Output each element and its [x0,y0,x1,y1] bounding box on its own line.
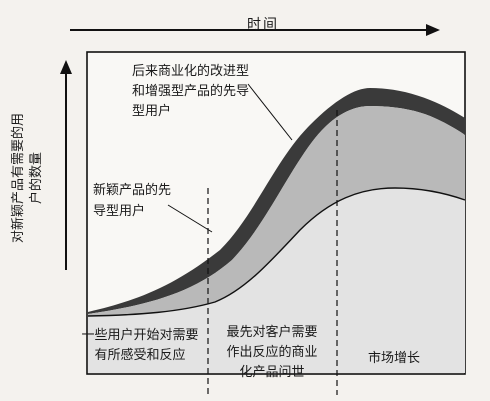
novel-users-band [88,106,465,316]
y-axis-label: 对新颖产品有需要的用 户的数量 [11,113,44,244]
phase-3-label: 市场增长 [368,351,421,366]
y-axis-arrow [60,60,72,270]
leader-line-novel [167,204,213,233]
base-area [88,188,465,373]
leader-line-later [247,83,293,141]
phase-1-label: 一些用户开始对需要 有所感受和反应 [81,328,199,363]
later-users-band [88,88,465,314]
annotation-later-users: 后来商业化的改进型 和增强型产品的先导 型用户 [132,64,250,119]
phase-2-label: 最先对客户需要 作出反应的商业 化产品问世 [226,325,318,380]
base-curve [87,187,466,317]
time-label: 时间 [247,17,279,33]
time-arrow [70,24,440,36]
annotation-novel-users: 新颖产品的先 导型用户 [93,183,172,219]
